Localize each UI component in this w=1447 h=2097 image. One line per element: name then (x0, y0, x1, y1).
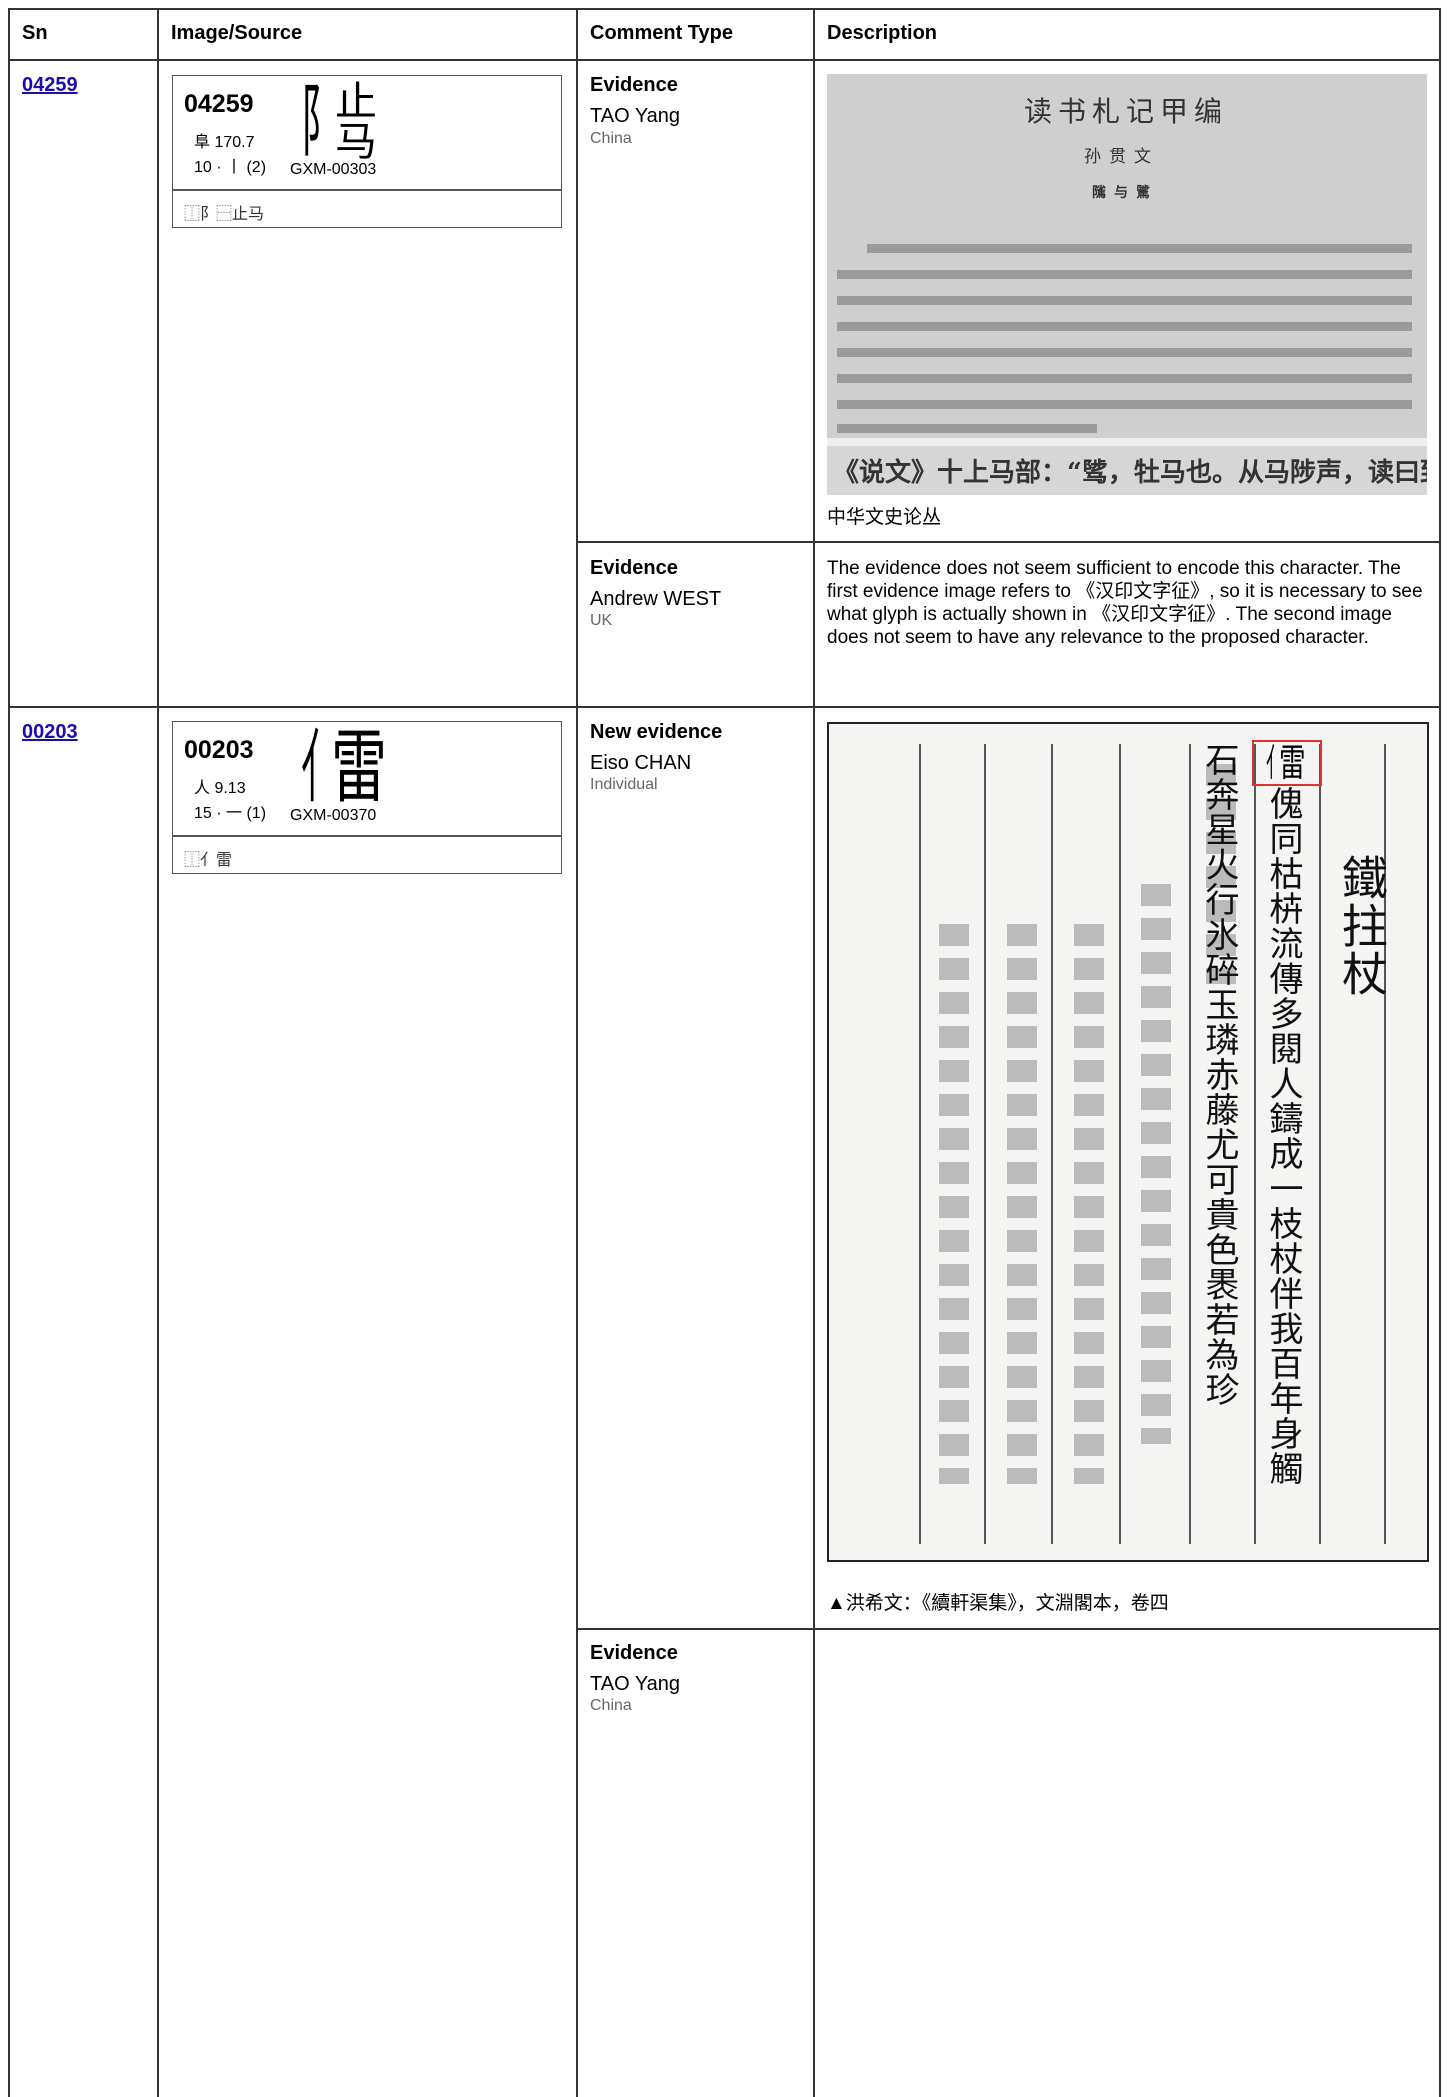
scan-rule (1051, 744, 1053, 1544)
header-cell: Comment Type (590, 22, 733, 44)
header-cell: Image/Source (171, 22, 303, 44)
scan-rule (1384, 744, 1386, 1544)
scan-title: 鐵拄杖 (1335, 854, 1389, 998)
sn-link[interactable]: 04259 (22, 74, 78, 96)
glyph-right: 止 马 (335, 82, 379, 162)
glyph-part: 亻 (1266, 741, 1284, 785)
header-cell: Description (827, 22, 938, 44)
glyph-part: 雷 (331, 721, 387, 814)
border (576, 1628, 1440, 1630)
glyph-part: 雷 (1279, 741, 1306, 785)
border (576, 8, 578, 2097)
scan-gap (827, 438, 1427, 446)
border (576, 541, 1440, 543)
source-card: 04259 阜 170.7 10 · 丨 (2) GXM-00303 阝 止 马… (172, 75, 562, 228)
border (813, 8, 815, 2097)
scan-small-text (1141, 884, 1171, 1444)
comment-author: TAO Yang (590, 1673, 681, 1695)
scan-rule (1119, 744, 1121, 1544)
scan-rule (1254, 744, 1256, 1544)
scan-small-text (1007, 924, 1037, 1484)
glyph-part: 阝 (301, 75, 337, 168)
glyph-part: 亻 (301, 721, 337, 814)
scan-text-line (867, 244, 1412, 253)
glyph-part: 止 (335, 79, 377, 125)
card-ids: ⿰阝⿱止马 (184, 206, 265, 223)
comment-author: Andrew WEST (590, 588, 722, 610)
glyph-part: 马 (335, 119, 377, 165)
comment-country: China (590, 1697, 632, 1714)
scan-column: 石奔星火行氷碎玉璘赤藤尤可貴色褁若為珍 (1199, 742, 1239, 1407)
glyph: 亻 雷 (301, 728, 387, 808)
source-card: 00203 人 9.13 15 · 一 (1) GXM-00370 亻 雷 ⿰亻… (172, 721, 562, 874)
comment-country: China (590, 130, 632, 147)
comment-type: New evidence (590, 721, 723, 743)
scan-text-line (837, 424, 1097, 433)
scan-text-line (837, 270, 1412, 279)
comment-type: Evidence (590, 557, 678, 579)
card-source: GXM-00303 (290, 161, 377, 178)
card-ids: ⿰亻雷 (184, 852, 233, 869)
scan-title: 读书札记甲编 (1024, 95, 1229, 128)
image-caption: ▲洪希文：《續軒渠集》，文淵閣本，卷四 (827, 1593, 1169, 1614)
comment-type: Evidence (590, 74, 678, 96)
border (157, 8, 159, 2097)
comment-description: The evidence does not seem sufficient to… (827, 558, 1423, 648)
card-radical: 人 9.13 (194, 780, 246, 797)
card-radical: 阜 170.7 (194, 134, 255, 151)
card-divider (173, 189, 561, 191)
scan-rule (1189, 744, 1191, 1544)
comment-country: Individual (590, 776, 658, 793)
card-strokes: 10 · 丨 (2) (194, 159, 267, 176)
scan-text-line (837, 348, 1412, 357)
evidence-image: 鐵拄杖 亻 雷 傀同枯枿流傳多閱人鑄成一枝杖伴我百年身觸 石奔星火行氷碎玉璘赤藤… (827, 722, 1429, 1562)
header-cell: Sn (22, 22, 48, 44)
scan-heading: 隲与騭 (1092, 184, 1158, 200)
border (8, 59, 1440, 61)
glyph: 阝 止 马 (301, 75, 379, 168)
scan-rule (984, 744, 986, 1544)
comment-author: TAO Yang (590, 105, 681, 127)
scan-text-line (837, 400, 1412, 409)
scan-text-line (837, 296, 1412, 305)
scan-column: 傀同枯枿流傳多閱人鑄成一枝杖伴我百年身觸 (1263, 786, 1303, 1486)
comment-country: UK (590, 612, 613, 629)
card-code: 00203 (184, 736, 254, 764)
border (8, 706, 1440, 708)
border (8, 8, 10, 2097)
scan-text-line (837, 374, 1412, 383)
comment-author: Eiso CHAN (590, 752, 692, 774)
image-caption: 中华文史论丛 (827, 507, 942, 528)
highlight-box: 亻 雷 (1252, 740, 1322, 786)
card-code: 04259 (184, 90, 254, 118)
glyph: 亻 雷 (1266, 744, 1320, 782)
scan-small-text (939, 924, 969, 1484)
scan-author: 孙贯文 (1084, 147, 1159, 167)
sn-link[interactable]: 00203 (22, 721, 78, 743)
evidence-image: 读书札记甲编 孙贯文 隲与騭 《说文》十上马部：“骘，牡马也。从马陟声，读曰郅。… (827, 74, 1427, 495)
border (1439, 8, 1441, 2097)
card-strokes: 15 · 一 (1) (194, 805, 267, 822)
comment-type: Evidence (590, 1642, 678, 1664)
scan-text-line (837, 322, 1412, 331)
scan-small-text (1074, 924, 1104, 1484)
card-divider (173, 835, 561, 837)
scan-rule (919, 744, 921, 1544)
scan-quote: 《说文》十上马部：“骘，牡马也。从马陟声，读曰郅。” (833, 458, 1427, 488)
border (8, 8, 1440, 10)
scan-small-text (1206, 764, 1236, 984)
scan-rule (1319, 744, 1321, 1544)
card-source: GXM-00370 (290, 807, 377, 824)
